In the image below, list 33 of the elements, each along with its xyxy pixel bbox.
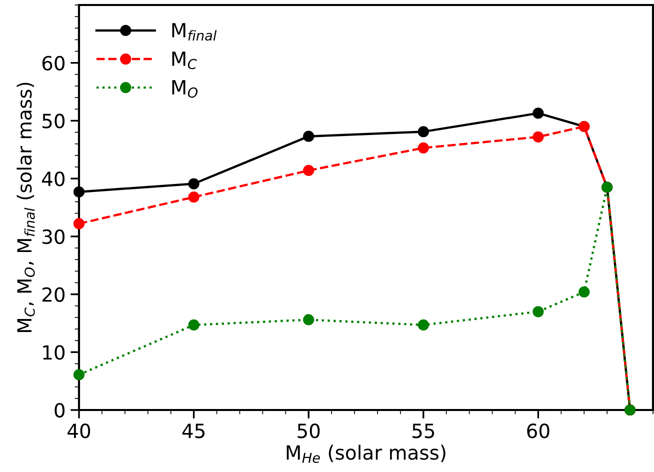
point: [188, 178, 200, 190]
y-tick-label: 10: [43, 345, 65, 360]
y-tick-label: 20: [42, 287, 65, 302]
point: [188, 319, 200, 331]
y-tick-label: 50: [42, 114, 65, 128]
point: [532, 131, 544, 142]
point: [418, 142, 429, 154]
point: [73, 218, 85, 230]
y-tick-label: 30: [42, 229, 65, 244]
y-tick-label: 0: [54, 402, 65, 418]
x-tick-label: 45: [182, 424, 204, 438]
point: [532, 306, 544, 318]
legend-label: M$_{O}$: [172, 80, 198, 98]
x-tick-label: 60: [527, 424, 550, 438]
point: [418, 319, 429, 331]
x-axis-title: M$_{He}$ (solar mass): [286, 444, 446, 463]
point: [418, 126, 429, 138]
point: [578, 286, 590, 298]
y-tick-label: 40: [42, 172, 65, 186]
y-axis-title: M$_{C}$, M$_{O}$, M$_{final}$ (solar mass): [16, 82, 35, 332]
point: [73, 186, 85, 198]
legend-label: M$_{C}$: [172, 52, 197, 70]
point: [532, 108, 544, 119]
y-tick-label: 60: [42, 56, 65, 71]
point: [73, 369, 85, 380]
point: [303, 164, 314, 176]
x-tick-label: 50: [298, 424, 320, 438]
x-tick-label: 40: [68, 424, 90, 438]
x-tick-label: 55: [412, 424, 434, 438]
point: [303, 130, 314, 142]
point: [188, 192, 200, 203]
legend-label: M$_{final}$: [172, 23, 217, 41]
point: [303, 314, 314, 326]
